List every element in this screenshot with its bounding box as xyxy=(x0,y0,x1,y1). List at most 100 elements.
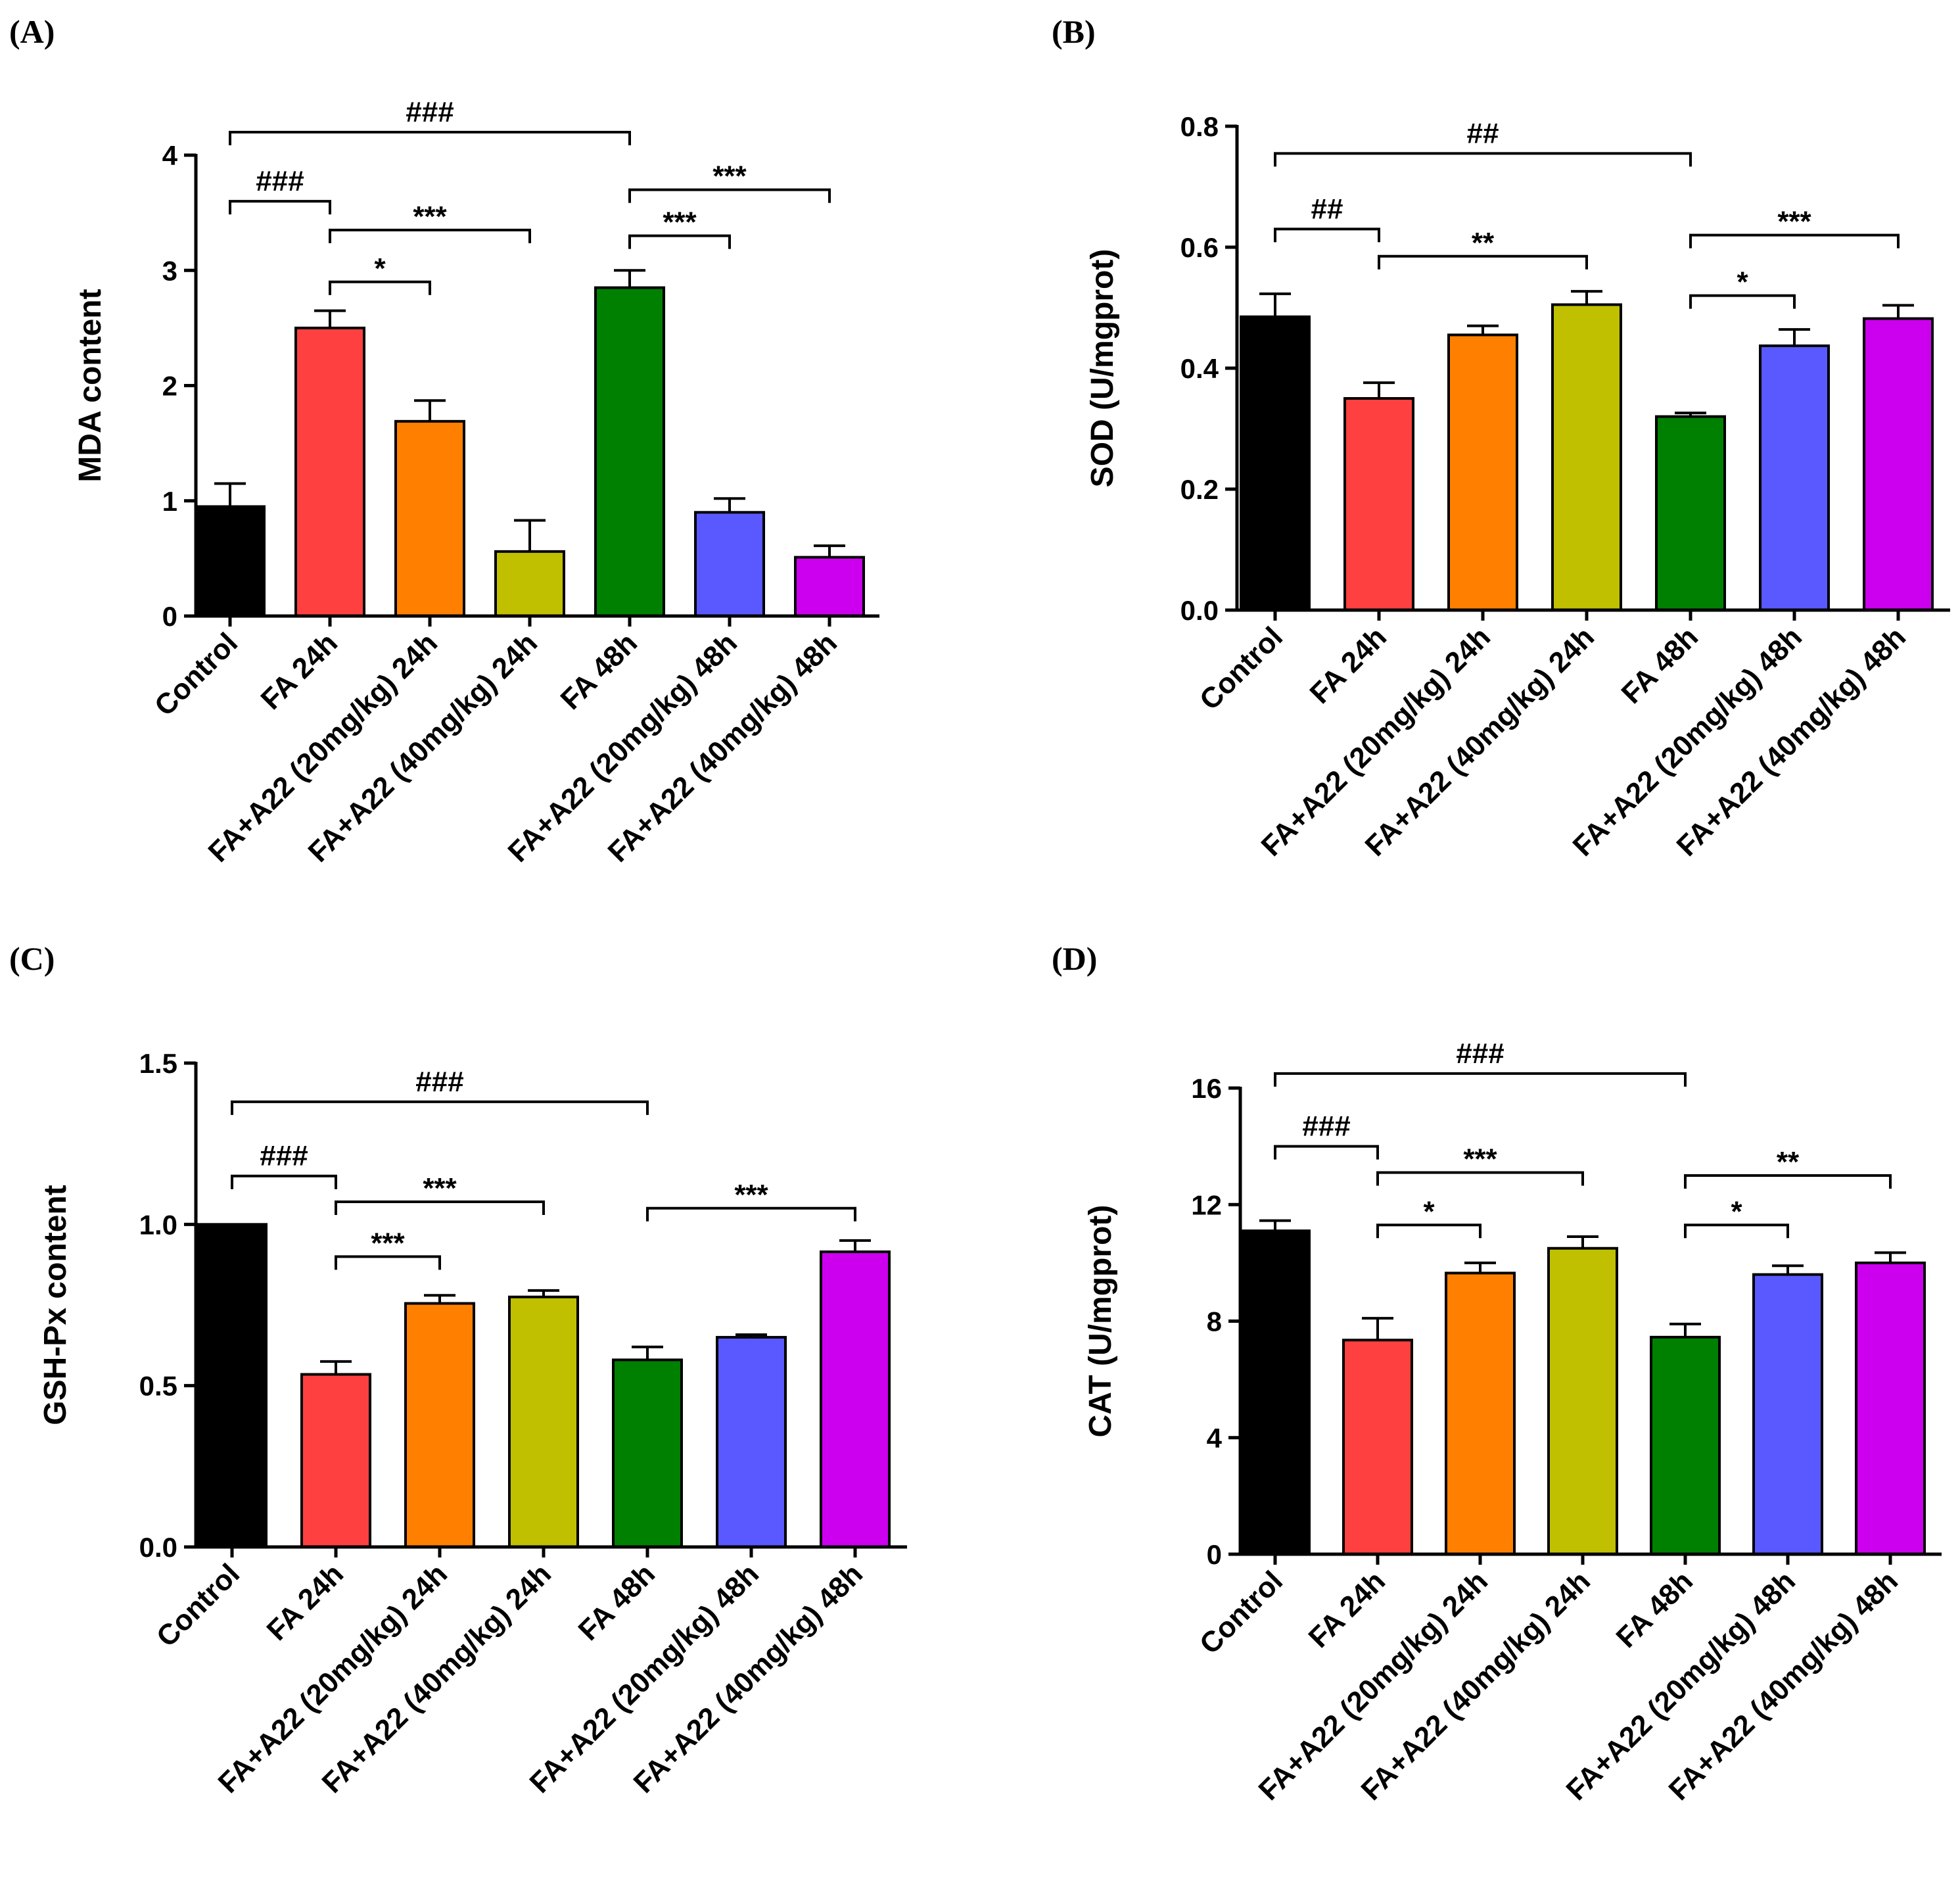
panel-b-category-label-2: FA 24h xyxy=(1304,621,1393,710)
panel-b-bar-5 xyxy=(1655,415,1726,611)
panel-c-error-bar-5 xyxy=(632,1345,663,1360)
panel-c-significance-bracket-4: *** xyxy=(335,1227,441,1270)
panel-b-significance-bracket-5: * xyxy=(1689,266,1796,309)
panel-d-significance-bracket-1: ### xyxy=(1274,1037,1687,1087)
panel-b-error-bar-4 xyxy=(1571,290,1602,305)
panel-c-y-tick-label: 0.5 xyxy=(139,1371,177,1402)
panel-b-significance-bracket-1: ## xyxy=(1274,117,1692,167)
panel-b-y-tick-label: 0.8 xyxy=(1180,111,1219,142)
panel-b-y-tick-label: 0.2 xyxy=(1180,474,1219,505)
bracket-line xyxy=(1274,1072,1687,1087)
panel-b-y-tick-label: 0.4 xyxy=(1180,353,1219,384)
bracket-line xyxy=(335,1255,441,1270)
panel-c-significance-label-5: *** xyxy=(734,1179,768,1211)
panel-b-significance-label-4: *** xyxy=(1777,206,1811,238)
panel-a-significance-bracket-6: *** xyxy=(628,206,731,249)
panel-d-bar-4 xyxy=(1547,1247,1618,1556)
panel-d-y-axis-title: CAT (U/mgprot) xyxy=(1083,1205,1118,1438)
panel-a-bar-1 xyxy=(195,505,266,618)
panel-a-significance-label-5: *** xyxy=(712,160,747,193)
bracket-line xyxy=(628,234,731,249)
bracket-line xyxy=(1684,1224,1789,1239)
panel-d-significance-label-2: ### xyxy=(1302,1110,1350,1143)
panel-d-error-bar-6 xyxy=(1772,1264,1804,1275)
panel-c-bar-3 xyxy=(404,1302,475,1548)
bracket-line xyxy=(1376,1171,1584,1186)
panel-c-y-tick-label: 1.0 xyxy=(139,1209,177,1240)
panel-a-bar-2 xyxy=(294,326,365,617)
panel-b-bar-2 xyxy=(1343,397,1414,611)
bracket-line xyxy=(231,1100,649,1115)
bracket-line xyxy=(1274,227,1380,243)
panel-d-significance-bracket-5: ** xyxy=(1684,1146,1892,1189)
panel-a-error-bar-7 xyxy=(814,544,845,558)
panel-c-significance-label-1: ### xyxy=(415,1066,463,1098)
panel-d-significance-label-5: ** xyxy=(1777,1146,1800,1178)
panel-a-significance-label-1: ### xyxy=(406,96,454,128)
panel-a-bar-5 xyxy=(594,286,665,617)
panel-b-y-axis-title: SOD (U/mgprot) xyxy=(1085,249,1120,488)
panel-d-significance-label-3: *** xyxy=(1463,1143,1497,1176)
panel-b-bar-4 xyxy=(1551,303,1622,611)
panel-d-significance-bracket-4: * xyxy=(1376,1195,1482,1239)
panel-d-letter: (D) xyxy=(1052,940,1097,977)
bracket-line xyxy=(329,228,531,243)
panel-a-bar-3 xyxy=(394,419,465,617)
panel-c-category-label-2: FA 24h xyxy=(261,1557,350,1647)
panel-b-error-bar-6 xyxy=(1779,328,1810,346)
panel-b-significance-bracket-2: ## xyxy=(1274,193,1380,243)
panel-b-bar-3 xyxy=(1447,333,1518,611)
panel-a-error-bar-1 xyxy=(214,482,246,507)
bracket-line xyxy=(229,200,331,215)
panel-d-significance-bracket-2: ### xyxy=(1274,1110,1379,1160)
panel-a-y-tick-label: 4 xyxy=(162,140,178,171)
panel-b-error-bar-3 xyxy=(1467,324,1499,335)
panel-b-category-label-1: Control xyxy=(1194,621,1289,716)
panel-a-y-axis-title: MDA content xyxy=(73,289,108,482)
panel-a-error-bar-6 xyxy=(714,497,745,513)
bracket-line xyxy=(1689,294,1796,309)
panel-a-category-label-2: FA 24h xyxy=(255,627,344,716)
panel-c-error-bar-7 xyxy=(839,1239,871,1252)
panel-c-error-bar-3 xyxy=(424,1294,455,1304)
panel-a-y-tick-label: 3 xyxy=(162,255,177,286)
panel-c: (C) GSH-Px content 0.0 0.5 1.0 1.5 Control FA 2… xyxy=(9,940,907,1799)
panel-c-letter: (C) xyxy=(9,940,55,977)
panel-b-error-bar-1 xyxy=(1259,292,1291,317)
panel-a-y-tick-label: 0 xyxy=(162,601,177,632)
panel-d-error-bar-5 xyxy=(1669,1322,1701,1337)
panel-b-significance-label-1: ## xyxy=(1467,117,1499,149)
panel-d-bar-6 xyxy=(1752,1273,1823,1556)
panel-d-significance-label-6: * xyxy=(1731,1195,1742,1227)
panel-a-error-bar-3 xyxy=(414,399,446,421)
panel-d-y-tick-label: 16 xyxy=(1191,1073,1222,1104)
panel-c-bar-2 xyxy=(300,1373,371,1549)
panel-c-bar-6 xyxy=(716,1336,787,1548)
panel-a-significance-bracket-4: * xyxy=(329,252,431,295)
panel-b-significance-label-5: * xyxy=(1737,266,1748,298)
panel-c-bar-4 xyxy=(508,1295,579,1548)
panel-c-y-tick-label: 1.5 xyxy=(139,1048,177,1079)
panel-b-bar-1 xyxy=(1240,315,1311,611)
panel-a-error-bar-2 xyxy=(314,309,346,328)
panel-d-y-tick-label: 8 xyxy=(1207,1306,1222,1337)
panel-a-error-bar-4 xyxy=(514,519,546,552)
panel-a-bar-4 xyxy=(494,550,565,617)
bracket-line xyxy=(1274,1145,1379,1160)
panel-a-category-label-5: FA 48h xyxy=(555,627,644,716)
bracket-line xyxy=(1689,233,1900,249)
panel-b-category-label-5: FA 48h xyxy=(1616,621,1705,710)
panel-b-error-bar-5 xyxy=(1675,412,1706,417)
panel-d-significance-label-1: ### xyxy=(1456,1037,1504,1070)
panel-a-bar-7 xyxy=(794,556,865,617)
bracket-line xyxy=(1274,152,1692,167)
panel-c-significance-bracket-1: ### xyxy=(231,1066,649,1115)
panel-c-category-label-1: Control xyxy=(151,1557,246,1653)
panel-c-y-tick-label: 0.0 xyxy=(139,1532,177,1563)
panel-c-error-bar-4 xyxy=(528,1289,559,1297)
panel-d-error-bar-1 xyxy=(1259,1219,1291,1231)
panel-d-bar-3 xyxy=(1445,1271,1516,1556)
panel-c-significance-bracket-5: *** xyxy=(646,1179,856,1222)
panel-c-significance-label-3: *** xyxy=(423,1172,457,1204)
